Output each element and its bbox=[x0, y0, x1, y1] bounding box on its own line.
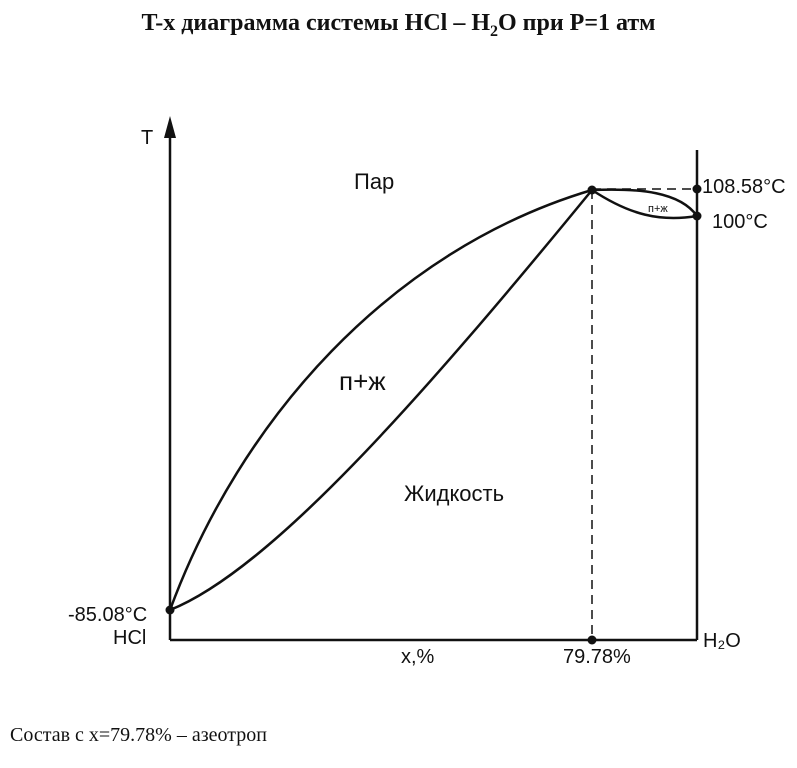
y-axis-label: T bbox=[141, 127, 153, 149]
title-prefix: T-x диаграмма системы HCl – H bbox=[141, 10, 490, 36]
dew-curve-right bbox=[591, 188, 699, 217]
hcl-boiling-point bbox=[165, 605, 175, 615]
water-boiling-point bbox=[692, 211, 702, 221]
two-phase-main-label: п+ж bbox=[339, 366, 386, 396]
azeotrope-temp-label: 108.58°C bbox=[702, 176, 786, 198]
diagram-title: T-x диаграмма системы HCl – H2O при P=1 … bbox=[0, 10, 797, 41]
azeotrope-temp-point bbox=[692, 184, 702, 194]
x-axis-label: x,% bbox=[401, 646, 435, 668]
title-suffix: O при P=1 атм bbox=[498, 10, 656, 36]
bubble-curve-right bbox=[591, 188, 698, 220]
azeotrope-footnote: Состав с x=79.78% – азеотроп bbox=[10, 724, 267, 746]
bubble-curve-left bbox=[169, 189, 593, 612]
water-component-label: H₂O bbox=[703, 630, 741, 652]
y-axis-arrow bbox=[164, 116, 176, 138]
hcl-boiling-label: -85.08°C bbox=[68, 604, 147, 626]
hcl-component-label: HCl bbox=[113, 627, 146, 649]
azeotrope-composition-label: 79.78% bbox=[563, 646, 631, 668]
vapor-region-label: Пар bbox=[354, 169, 394, 194]
dew-curve-left bbox=[168, 188, 593, 611]
azeotrope-point bbox=[587, 185, 597, 195]
azeotrope-composition-point bbox=[587, 635, 597, 645]
liquid-region-label: Жидкость bbox=[404, 481, 504, 506]
title-subscript: 2 bbox=[490, 22, 498, 40]
water-boiling-label: 100°C bbox=[712, 211, 768, 233]
two-phase-small-label: п+ж bbox=[648, 203, 668, 215]
